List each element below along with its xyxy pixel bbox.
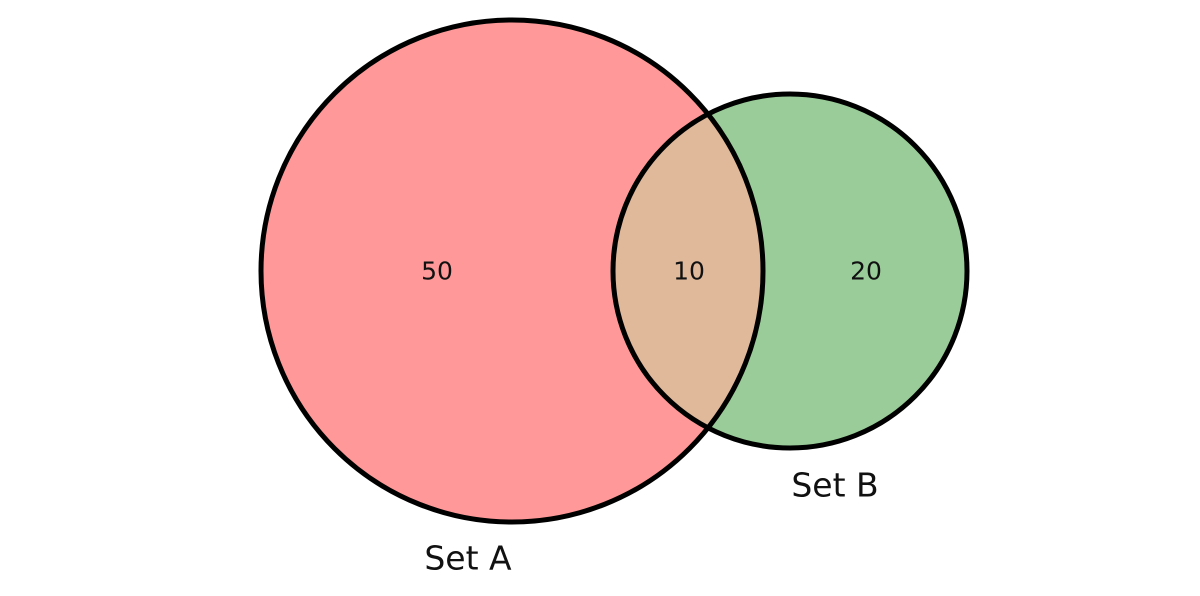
region-intersection-count: 10 — [673, 257, 705, 286]
region-b-only-count: 20 — [850, 257, 882, 286]
set-a-label: Set A — [424, 539, 512, 578]
region-a-only-count: 50 — [421, 257, 453, 286]
set-a-outline — [258, 17, 766, 525]
intersection-region — [613, 94, 763, 448]
set-a-circle — [261, 20, 763, 522]
set-b-label: Set B — [791, 466, 878, 505]
set-b-outline — [610, 91, 970, 451]
